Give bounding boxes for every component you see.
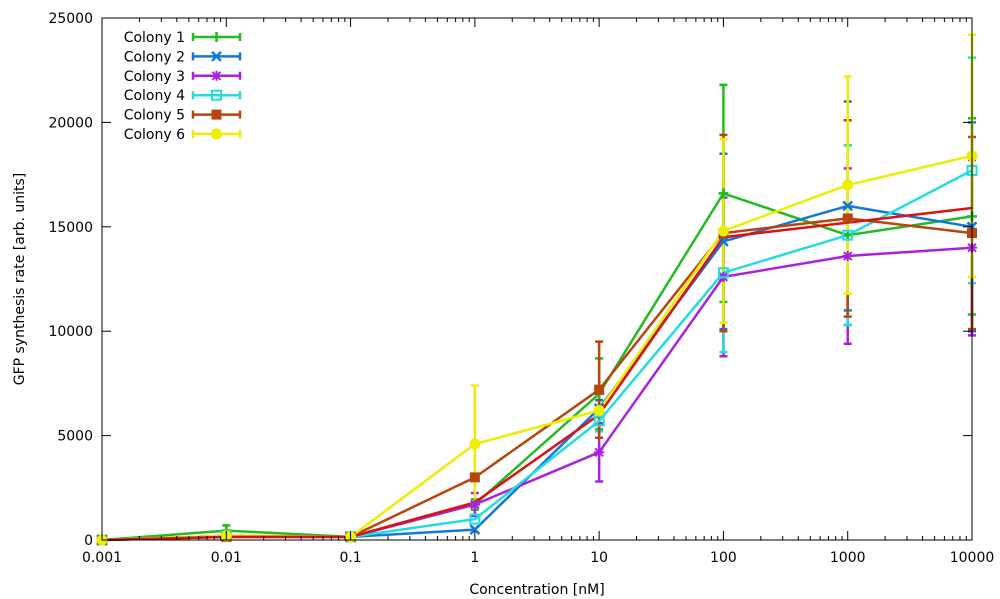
series-line <box>101 217 973 542</box>
open-square-marker <box>717 267 729 279</box>
star-marker <box>211 70 222 81</box>
x-tick-label: 10000 <box>950 550 995 566</box>
plus-marker <box>211 32 222 42</box>
legend-label: Colony 6 <box>124 127 185 143</box>
series-line <box>101 206 973 542</box>
star-marker <box>469 499 480 510</box>
open-square-marker <box>842 229 854 241</box>
error-bars-layer <box>222 33 976 538</box>
legend-label: Colony 3 <box>124 69 185 85</box>
y-tick-label: 10000 <box>48 324 93 340</box>
y-tick-label: 0 <box>84 533 93 549</box>
y-tick-label: 15000 <box>48 220 93 236</box>
series-line <box>101 154 973 542</box>
axis-ticks <box>101 17 973 541</box>
y-tick-label: 5000 <box>57 429 93 445</box>
series-lines-layer <box>101 154 973 542</box>
circle-marker <box>593 405 605 417</box>
series-line <box>101 192 973 542</box>
x-tick-label: 0.01 <box>211 550 242 566</box>
x-tick-label: 1000 <box>830 550 866 566</box>
markers-layer <box>96 150 978 546</box>
circle-marker <box>717 225 729 237</box>
y-tick-labels: 0 5000 10000 15000 20000 25000 <box>48 11 93 549</box>
circle-marker <box>469 438 481 450</box>
legend-label: Colony 5 <box>124 108 185 124</box>
filled-square-marker <box>211 109 222 120</box>
x-tick-label: 100 <box>710 550 737 566</box>
x-tick-label: 1 <box>470 550 479 566</box>
x-tick-label: 10 <box>590 550 608 566</box>
open-square-marker <box>469 513 481 525</box>
legend-label: Colony 2 <box>124 49 185 65</box>
star-marker <box>842 251 853 262</box>
y-tick-label: 25000 <box>48 11 93 27</box>
filled-square-marker <box>842 213 853 224</box>
cross-marker <box>842 200 854 212</box>
plot-frame <box>101 17 973 541</box>
filled-square-marker <box>594 384 605 395</box>
cross-marker <box>718 236 729 247</box>
x-tick-label: 0.1 <box>339 550 361 566</box>
circle-marker <box>842 179 854 191</box>
legend-label: Colony 1 <box>124 30 185 46</box>
open-square-marker <box>211 89 222 101</box>
star-marker <box>594 447 605 458</box>
x-tick-labels: 0.001 0.01 0.1 1 10 100 1000 10000 <box>82 550 994 566</box>
cross-marker <box>469 524 481 535</box>
filled-square-marker <box>469 472 480 483</box>
legend: Colony 1 Colony 2 Colony 3 Colony 4 Colony 5… <box>124 30 242 143</box>
cross-marker <box>211 51 222 62</box>
legend-label: Colony 4 <box>124 88 185 104</box>
series-line <box>101 169 973 542</box>
plus-marker <box>842 230 853 241</box>
y-tick-label: 20000 <box>48 115 93 131</box>
plus-marker <box>718 188 729 199</box>
x-axis-title: Concentration [nM] <box>469 582 604 598</box>
y-axis-title: GFP synthesis rate [arb. units] <box>12 173 28 386</box>
circle-marker <box>211 128 222 140</box>
open-square-marker <box>593 415 605 427</box>
series-line <box>101 246 973 542</box>
x-tick-label: 0.001 <box>82 550 122 566</box>
legend-line <box>191 91 242 100</box>
